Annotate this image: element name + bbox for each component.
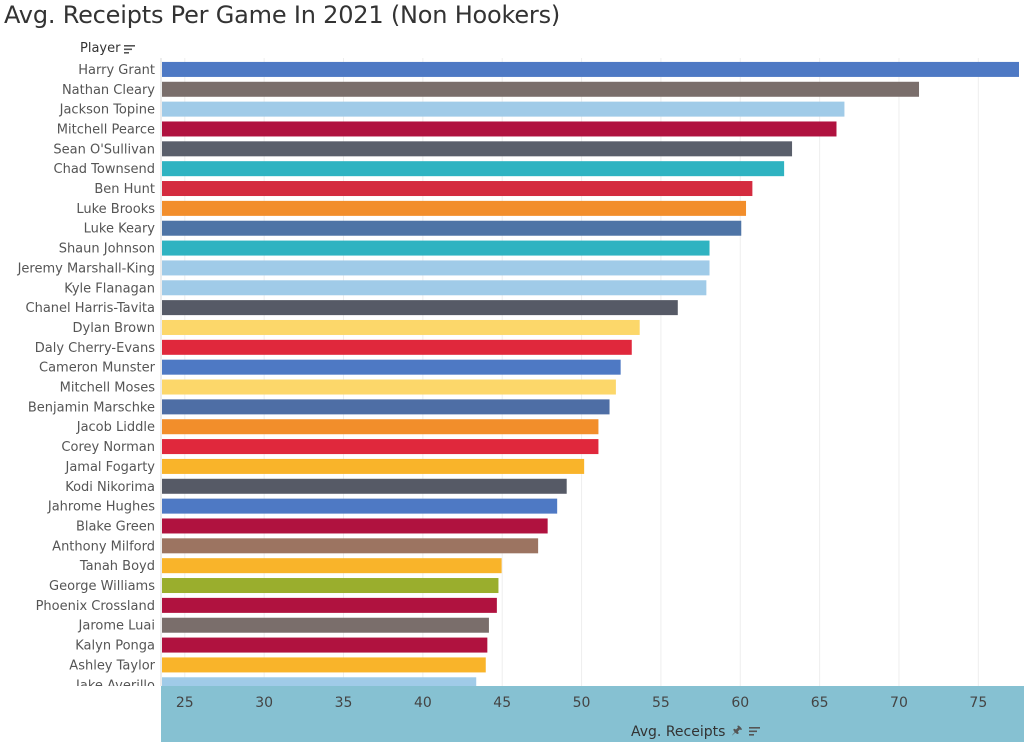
bar[interactable] (162, 419, 599, 435)
bar[interactable] (162, 498, 558, 514)
bar[interactable] (162, 319, 640, 335)
bar[interactable] (162, 61, 1019, 77)
category-label: Jake Averillo (75, 678, 155, 693)
x-tick-label: 50 (573, 695, 591, 711)
bar[interactable] (162, 101, 845, 117)
chart-title: Avg. Receipts Per Game In 2021 (Non Hook… (4, 1, 561, 29)
row-header-label: Player (80, 41, 121, 56)
category-label: Dylan Brown (73, 321, 155, 336)
bar[interactable] (162, 399, 610, 415)
bar[interactable] (162, 141, 793, 157)
category-label: Kyle Flanagan (64, 281, 155, 296)
bar[interactable] (162, 181, 753, 197)
category-label: Daly Cherry-Evans (35, 341, 155, 356)
category-label: Luke Keary (84, 222, 156, 237)
category-label: Sean O'Sullivan (53, 142, 155, 157)
sort-icon[interactable] (124, 45, 136, 54)
bar[interactable] (162, 597, 497, 613)
x-axis-label: Avg. Receipts (631, 723, 726, 740)
bar[interactable] (162, 220, 742, 236)
category-label: Ben Hunt (94, 182, 155, 197)
x-tick-label: 60 (731, 695, 749, 711)
bar[interactable] (162, 617, 489, 633)
category-label: Jarome Luai (78, 619, 155, 634)
x-tick-label: 65 (811, 695, 829, 711)
category-label: Jackson Topine (59, 103, 155, 118)
bar[interactable] (162, 439, 599, 455)
bar[interactable] (162, 280, 707, 296)
category-label: Kodi Nikorima (65, 480, 155, 495)
category-label: Kalyn Ponga (75, 639, 155, 654)
bar[interactable] (162, 518, 548, 534)
x-tick-label: 40 (414, 695, 432, 711)
category-label: Jeremy Marshall-King (17, 261, 155, 276)
sort-icon[interactable] (748, 727, 760, 736)
category-label: Nathan Cleary (62, 83, 155, 98)
bar[interactable] (162, 558, 502, 574)
bar[interactable] (162, 657, 486, 673)
category-label: Jahrome Hughes (47, 500, 155, 515)
x-tick-label: 45 (493, 695, 511, 711)
category-label: Luke Brooks (76, 202, 155, 217)
bar[interactable] (162, 161, 785, 177)
category-label: Anthony Milford (52, 539, 155, 554)
bar[interactable] (162, 379, 616, 395)
category-label: Mitchell Moses (60, 381, 156, 396)
category-label: Harry Grant (78, 63, 155, 78)
row-header[interactable]: Player (80, 41, 136, 56)
category-label: Corey Norman (61, 440, 155, 455)
category-label: Cameron Munster (39, 361, 156, 376)
bar[interactable] (162, 578, 499, 594)
bar[interactable] (162, 121, 837, 137)
category-label: Benjamin Marschke (28, 400, 155, 415)
x-axis-band (161, 686, 1024, 742)
x-tick-label: 25 (176, 695, 194, 711)
bar[interactable] (162, 240, 710, 256)
category-label: Phoenix Crossland (36, 599, 155, 614)
category-label: Ashley Taylor (69, 658, 155, 673)
x-axis-title[interactable]: Avg. Receipts 🖈 (631, 721, 760, 742)
bar[interactable] (162, 260, 710, 276)
bar[interactable] (162, 458, 585, 474)
bar[interactable] (162, 359, 621, 375)
pin-icon[interactable]: 🖈 (731, 723, 743, 737)
category-label: Jamal Fogarty (65, 460, 156, 475)
x-tick-label: 55 (652, 695, 670, 711)
x-tick-label: 75 (969, 695, 987, 711)
category-labels: Harry Grant Nathan Cleary Jackson Topine Mi… (17, 63, 156, 693)
bar[interactable] (162, 200, 747, 216)
category-label: Chanel Harris-Tavita (26, 301, 155, 316)
category-label: Shaun Johnson (59, 242, 155, 257)
bars (162, 61, 1019, 692)
bar[interactable] (162, 677, 477, 692)
category-label: Blake Green (76, 519, 155, 534)
x-tick-label: 30 (255, 695, 273, 711)
x-tick-label: 35 (335, 695, 353, 711)
x-tick-label: 70 (890, 695, 908, 711)
category-label: Mitchell Pearce (57, 122, 155, 137)
category-label: Jacob Liddle (76, 420, 155, 435)
bar[interactable] (162, 339, 632, 355)
bar[interactable] (162, 637, 488, 653)
bar[interactable] (162, 478, 567, 494)
category-label: George Williams (49, 579, 155, 594)
category-label: Chad Townsend (54, 162, 156, 177)
bar[interactable] (162, 538, 539, 554)
category-label: Tanah Boyd (79, 559, 155, 574)
x-tick-labels: 25 30 35 40 45 50 55 60 65 70 75 (176, 695, 987, 711)
bar[interactable] (162, 81, 920, 97)
bar[interactable] (162, 300, 678, 316)
